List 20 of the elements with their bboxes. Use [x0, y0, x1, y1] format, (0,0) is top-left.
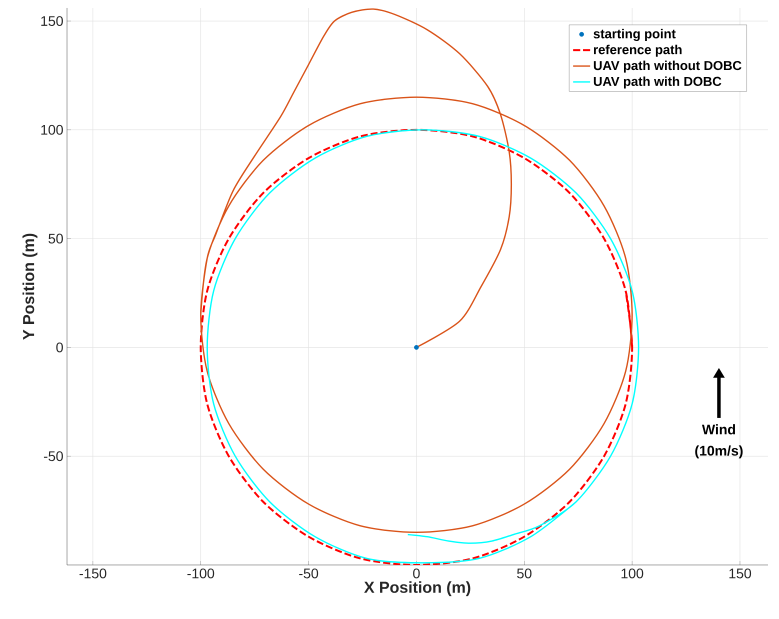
x-tick-label: 50	[517, 568, 532, 578]
x-tick-label: 0	[413, 568, 420, 578]
annotation: Wind	[702, 424, 736, 434]
y-tick-label: 150	[41, 16, 63, 26]
legend-label: reference path	[594, 44, 682, 57]
annotation: (10m/s)	[695, 445, 743, 458]
x-tick-label: -150	[80, 568, 106, 578]
y-tick-label: 50	[48, 234, 63, 244]
x-tick-label: -100	[187, 568, 214, 578]
legend-label: UAV path without DOBC	[594, 60, 742, 73]
x-axis-title: X Position (m)	[364, 581, 470, 596]
y-tick-label: -50	[44, 451, 63, 462]
y-axis-title: Y Position (m)	[22, 234, 38, 340]
y-tick-label: 0	[56, 342, 63, 352]
legend-label: starting point	[594, 28, 676, 42]
x-tick-label: -50	[299, 568, 318, 578]
legend-label: UAV path with DOBC	[594, 76, 722, 89]
x-tick-label: 100	[622, 568, 644, 578]
x-tick-label: 150	[729, 568, 752, 578]
y-tick-label: 100	[41, 124, 63, 135]
